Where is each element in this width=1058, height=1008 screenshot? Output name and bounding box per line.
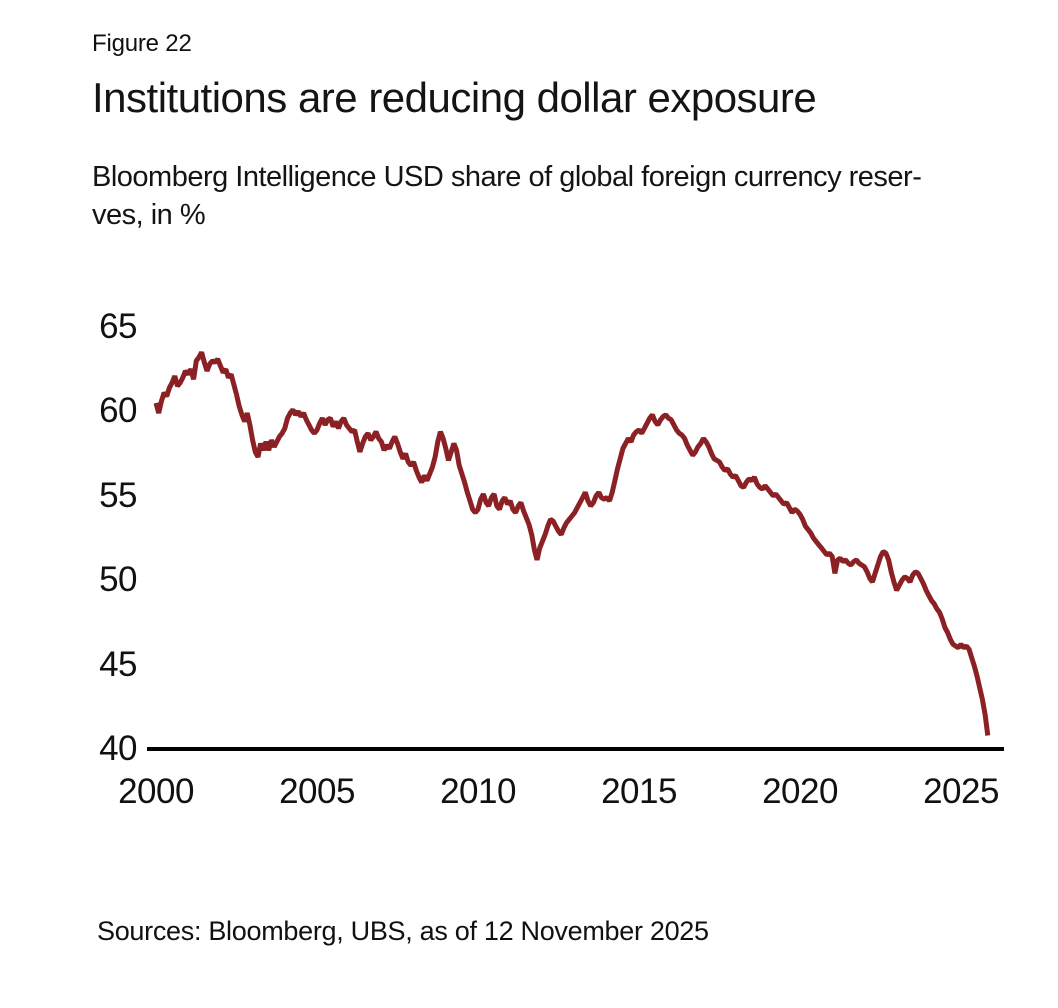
x-axis-tick-label: 2025 bbox=[923, 772, 999, 811]
y-axis-tick-label: 45 bbox=[99, 644, 137, 684]
x-axis-tick-label: 2010 bbox=[440, 772, 516, 811]
chart-title: Institutions are reducing dollar exposur… bbox=[92, 74, 817, 121]
x-axis-tick-label: 2000 bbox=[118, 772, 194, 811]
subtitle-line-2: ves, in % bbox=[92, 199, 206, 231]
subtitle-line-1: Bloomberg Intelligence USD share of glob… bbox=[92, 161, 922, 193]
figure-label: Figure 22 bbox=[92, 30, 192, 57]
x-axis-tick-label: 2015 bbox=[601, 772, 677, 811]
y-axis-tick-label: 65 bbox=[99, 307, 137, 346]
chart-subtitle: Bloomberg Intelligence USD share of glob… bbox=[92, 158, 922, 234]
y-axis-tick-label: 60 bbox=[99, 391, 137, 431]
y-axis-tick-label: 55 bbox=[99, 475, 137, 515]
y-axis-tick-label: 40 bbox=[99, 729, 137, 768]
x-axis-tick-label: 2005 bbox=[279, 772, 355, 811]
usd-share-line bbox=[153, 351, 991, 736]
x-axis-tick-label: 2020 bbox=[762, 772, 838, 811]
source-note: Sources: Bloomberg, UBS, as of 12 Novemb… bbox=[97, 916, 709, 946]
y-axis-tick-label: 50 bbox=[99, 560, 137, 600]
